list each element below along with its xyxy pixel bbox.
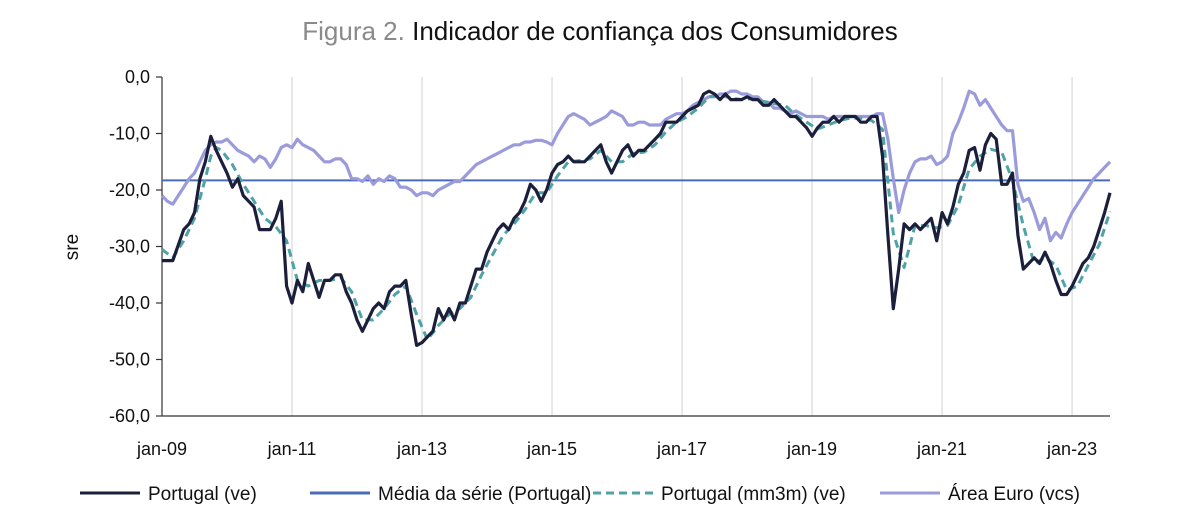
series-line-portugal-ve	[162, 89, 1112, 347]
legend-label: Área Euro (vcs)	[948, 484, 1080, 505]
chart-title: Figura 2. Indicador de confiança dos Con…	[0, 16, 1200, 47]
axis-layer: jan-09 jan-11 jan-13 jan-15 jan-17 jan-19 jan-…	[109, 67, 1110, 459]
y-tick-label: -30,0	[109, 237, 150, 257]
x-tick-label: jan-11	[267, 439, 317, 459]
y-tick-label: -10,0	[109, 124, 150, 144]
x-tick-label: jan-19	[786, 439, 837, 459]
y-tick-label: -50,0	[109, 350, 150, 370]
x-tick-label: jan-21	[916, 439, 967, 459]
legend-label: Portugal (mm3m) (ve)	[661, 484, 846, 505]
series-line-portugal-mm3m-ve	[161, 93, 1112, 342]
x-tick-label: jan-23	[1046, 439, 1097, 459]
series-layer	[160, 89, 1112, 347]
legend-label: Portugal (ve)	[148, 484, 257, 505]
x-tick-label: jan-13	[396, 439, 447, 459]
chart-title-prefix: Figura 2.	[302, 16, 405, 46]
y-tick-label: 0,0	[125, 67, 150, 87]
y-tick-label: -20,0	[109, 180, 150, 200]
y-axis-label: sre	[62, 234, 83, 260]
x-tick-label: jan-09	[136, 439, 187, 459]
series-line-area-euro-vcs	[160, 89, 1112, 243]
chart-title-text: Indicador de confiança dos Consumidores	[412, 16, 898, 46]
x-tick-label: jan-15	[526, 439, 577, 459]
y-tick-label: -60,0	[109, 406, 150, 426]
y-tick-label: -40,0	[109, 293, 150, 313]
x-tick-label: jan-17	[656, 439, 707, 459]
legend-label: Média da série (Portugal)	[378, 484, 591, 505]
legend: Portugal (ve) Média da série (Portugal) Po…	[80, 484, 1080, 505]
